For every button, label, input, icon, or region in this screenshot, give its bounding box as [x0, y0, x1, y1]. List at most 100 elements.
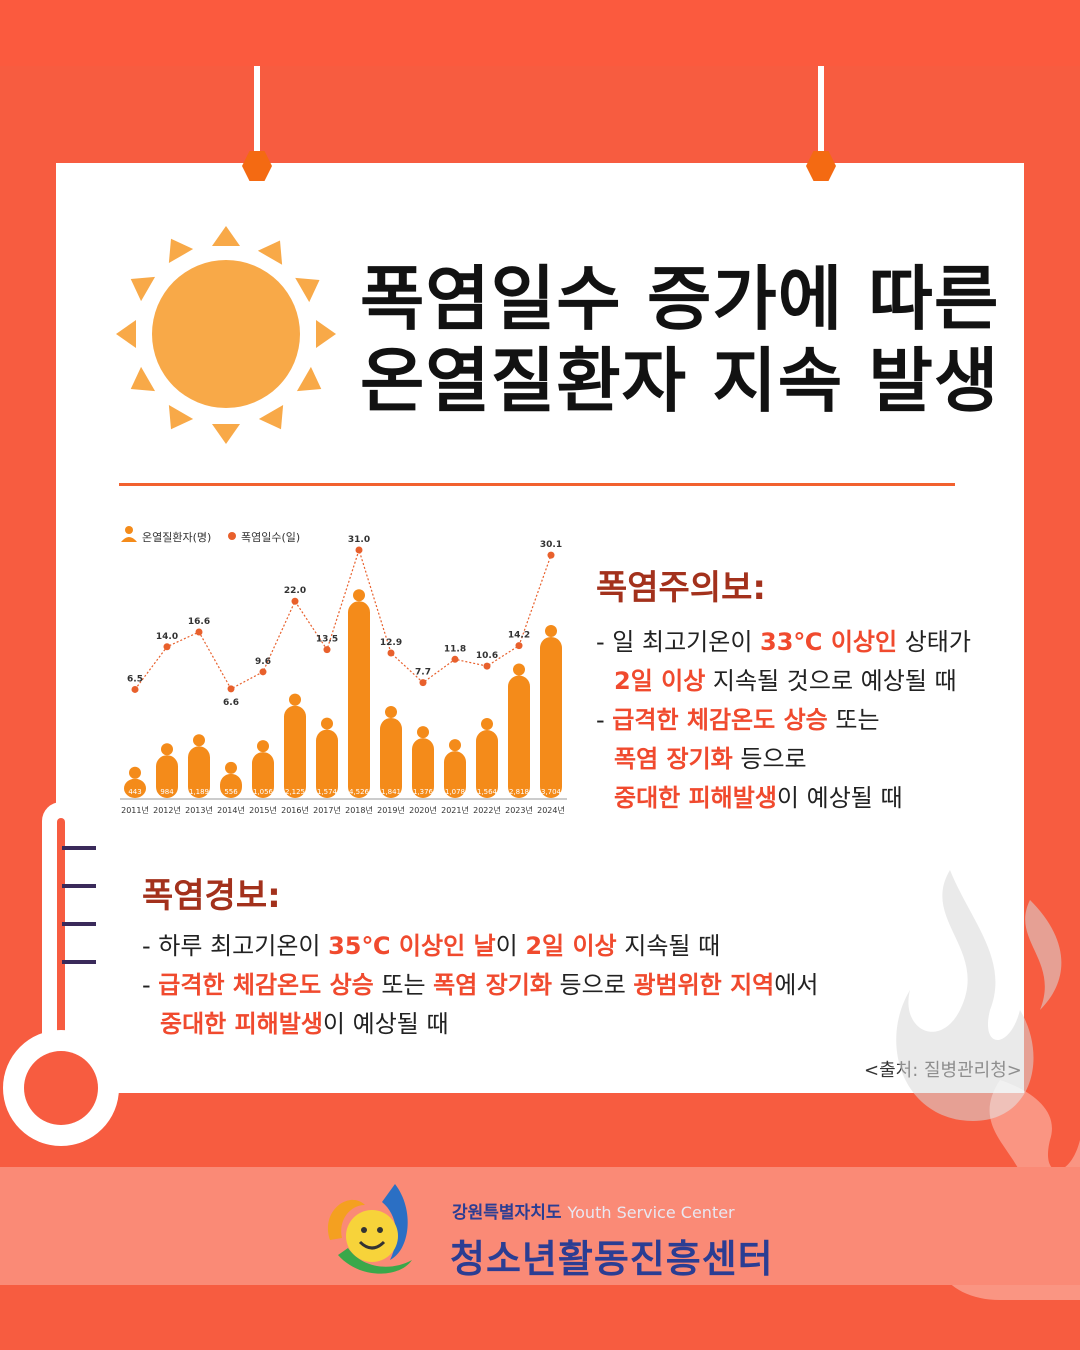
thermometer-fill	[57, 818, 65, 1078]
bar-label: 1,078	[445, 788, 465, 796]
warning-line-1: - 하루 최고기온이 35℃ 이상인 날이 2일 이상 지속될 때	[142, 926, 720, 961]
heatday-point-2021년	[451, 655, 459, 663]
heatday-label: 6.6	[223, 698, 239, 708]
heatday-point-2017년	[323, 646, 331, 654]
footer-band	[0, 1167, 1080, 1285]
heatday-point-2024년	[547, 551, 555, 559]
bar-label: 4,526	[349, 788, 370, 796]
bar-label: 984	[160, 788, 174, 796]
advisory-text: 또는	[827, 706, 880, 734]
heatday-label: 7.7	[415, 668, 431, 678]
bar-2019년	[380, 717, 402, 798]
legend-patient-icon	[125, 526, 133, 534]
bar-label: 1,564	[477, 788, 498, 796]
hanger-right-icon	[806, 151, 836, 181]
heatday-point-2013년	[195, 628, 203, 636]
advisory-line-2: 2일 이상 지속될 것으로 예상될 때	[614, 661, 957, 696]
advisory-text: 상태가	[897, 628, 971, 656]
thermometer-tick	[62, 922, 96, 926]
warning-highlight: 중대한 피해발생	[160, 1010, 323, 1038]
warning-line-3: 중대한 피해발생이 예상될 때	[160, 1004, 449, 1039]
heatday-point-2019년	[387, 649, 395, 657]
title-line-2: 온열질환자 지속 발생	[360, 340, 1000, 422]
heatday-point-2018년	[355, 546, 363, 554]
thermometer-tick	[62, 884, 96, 888]
title-line-1: 폭염일수 증가에 따른	[360, 258, 1000, 340]
bar-label: 556	[224, 788, 238, 796]
heatday-point-2023년	[515, 642, 523, 650]
warning-highlight: 급격한 체감온도 상승	[158, 971, 374, 999]
warning-text: - 하루 최고기온이	[142, 932, 329, 960]
bar-2017년	[316, 729, 338, 798]
advisory-text: 지속될 것으로 예상될 때	[705, 667, 957, 695]
heatday-line	[134, 548, 552, 690]
heatday-label: 6.5	[127, 674, 143, 684]
heatday-point-2016년	[291, 597, 299, 605]
bar-label: 3,704	[541, 788, 562, 796]
bar-head-2012년	[161, 743, 173, 756]
heatday-label: 14.0	[156, 632, 178, 642]
bar-head-2011년	[129, 766, 141, 779]
hanging-string-left	[254, 66, 260, 154]
x-tick-label: 2022년	[473, 805, 501, 815]
x-tick-label: 2018년	[345, 805, 373, 815]
bar-head-2021년	[449, 739, 461, 752]
bar-head-2024년	[545, 624, 557, 637]
x-tick-label: 2019년	[377, 805, 405, 815]
bar-head-2017년	[321, 717, 333, 730]
heat-chart: 온열질환자(명) 폭염일수(일) 443 2011년 984 2012년 1,189 20…	[120, 526, 567, 815]
hanging-string-right	[818, 66, 824, 154]
heatday-label: 31.0	[348, 535, 370, 545]
bar-head-2018년	[353, 589, 365, 602]
advisory-text: 이 예상될 때	[776, 784, 903, 812]
legend-heatdays: 폭염일수(일)	[241, 530, 300, 544]
x-tick-label: 2016년	[281, 805, 309, 815]
warning-text: -	[142, 971, 159, 999]
bar-2018년	[348, 601, 370, 798]
heatday-point-2020년	[419, 679, 427, 687]
bar-head-2019년	[385, 705, 397, 718]
bar-label: 1,376	[413, 788, 434, 796]
heatday-label: 16.6	[188, 617, 210, 627]
org-name: 청소년활동진흥센터	[450, 1237, 774, 1281]
heatday-point-2015년	[259, 668, 267, 676]
hanger-left-icon	[242, 151, 272, 181]
bar-2023년	[508, 675, 530, 798]
warning-highlight: 폭염 장기화	[433, 971, 552, 999]
bar-2021년	[444, 751, 466, 798]
x-tick-label: 2013년	[185, 805, 213, 815]
bar-label: 2,125	[285, 788, 305, 796]
bar-label: 1,189	[189, 788, 209, 796]
advisory-highlight: 33℃ 이상인	[760, 628, 898, 656]
warning-text: 등으로	[551, 971, 634, 999]
warning-title: 폭염경보:	[142, 876, 281, 916]
heatday-label: 22.0	[284, 586, 306, 596]
advisory-text: - 일 최고기온이	[596, 628, 761, 656]
x-tick-label: 2023년	[505, 805, 533, 815]
warning-text: 에서	[774, 971, 819, 999]
advisory-line-4: 폭염 장기화 등으로	[614, 739, 807, 774]
title-divider	[119, 483, 955, 486]
warning-highlight: 35℃ 이상인 날	[328, 932, 496, 960]
heatday-point-2022년	[483, 662, 491, 670]
advisory-line-3: - 급격한 체감온도 상승 또는	[596, 700, 880, 735]
x-tick-label: 2011년	[121, 805, 149, 815]
warning-text: 이	[495, 932, 526, 960]
bar-head-2022년	[481, 718, 493, 730]
thermometer-bulb-fill	[24, 1051, 98, 1125]
advisory-highlight: 폭염 장기화	[614, 745, 733, 773]
x-tick-label: 2014년	[217, 805, 245, 815]
org-english: Youth Service Center	[567, 1203, 735, 1222]
org-logo-icon	[328, 1184, 412, 1274]
advisory-highlight: 급격한 체감온도 상승	[612, 706, 828, 734]
x-tick-label: 2017년	[313, 805, 341, 815]
top-stripe	[0, 0, 1080, 66]
heatday-label: 13.5	[316, 635, 338, 645]
bar-2012년	[156, 755, 178, 798]
bar-2016년	[284, 705, 306, 798]
heatday-label: 11.8	[444, 644, 466, 654]
org-subtitle: 강원특별자치도 Youth Service Center	[452, 1198, 735, 1223]
bar-2014년	[220, 773, 242, 798]
bar-label: 1,056	[253, 788, 274, 796]
bar-head-2016년	[289, 693, 301, 706]
